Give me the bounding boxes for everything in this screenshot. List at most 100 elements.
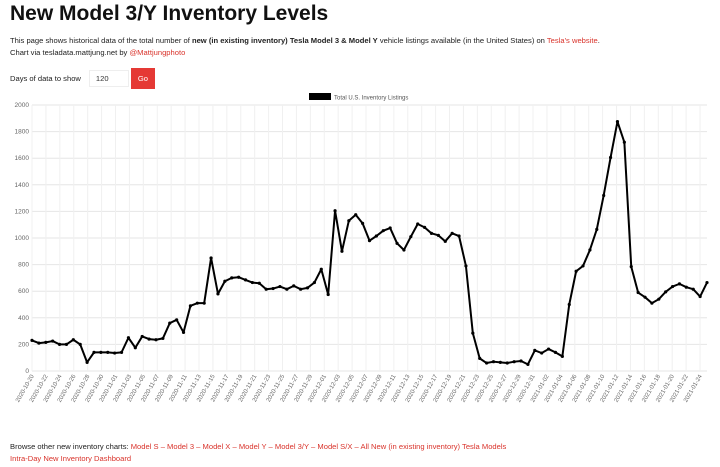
data-point — [436, 233, 440, 237]
data-point — [588, 248, 592, 252]
footer-prefix: Browse other new inventory charts: — [10, 442, 131, 451]
data-point — [271, 286, 275, 291]
page-description: This page shows historical data of the t… — [10, 35, 715, 59]
data-point — [478, 356, 482, 360]
data-point — [257, 281, 261, 285]
data-point — [202, 301, 206, 305]
data-point — [292, 284, 296, 288]
y-tick-label: 400 — [18, 315, 29, 322]
data-point — [195, 301, 199, 305]
description-text-1: This page shows historical data of the t… — [10, 36, 192, 45]
data-point — [677, 282, 682, 286]
data-point — [106, 350, 110, 354]
footer-separator: – — [352, 442, 361, 451]
data-point — [519, 359, 523, 363]
footer-link-model-3[interactable]: Model 3 — [167, 442, 195, 451]
data-point — [381, 229, 385, 233]
author-link[interactable]: @Mattjungphoto — [129, 48, 186, 57]
tesla-website-link[interactable]: Tesla's website — [546, 36, 598, 45]
footer-link-model-y[interactable]: Model Y — [238, 442, 267, 451]
data-point — [409, 235, 413, 239]
y-tick-label: 2000 — [15, 102, 30, 109]
data-point — [684, 285, 688, 289]
description-text-3: . — [597, 36, 600, 45]
data-point — [168, 321, 172, 325]
y-tick-label: 1200 — [15, 208, 30, 215]
dashboard-link[interactable]: Intra-Day New Inventory Dashboard — [10, 454, 132, 463]
data-point — [691, 287, 695, 291]
x-axis-ticks: 2020-10-202020-10-222020-10-242020-10-26… — [15, 373, 704, 403]
data-point — [602, 193, 606, 198]
data-point — [705, 280, 709, 285]
data-point — [698, 294, 702, 299]
footer-separator: – — [308, 442, 318, 451]
days-controls: Days of data to show Go — [10, 68, 155, 89]
data-point — [113, 351, 117, 355]
data-point — [540, 351, 544, 355]
footer-separator: – — [230, 442, 239, 451]
data-point — [450, 231, 454, 235]
y-axis-ticks: 0 200 400 600 800 1000 1200 1400 1600 1800 2000 — [15, 102, 30, 375]
data-point — [354, 213, 358, 217]
data-point — [374, 234, 378, 238]
go-button[interactable]: Go — [130, 68, 155, 89]
data-point — [429, 231, 434, 235]
data-point — [181, 330, 186, 335]
y-tick-label: 1000 — [15, 235, 30, 242]
data-point — [416, 222, 420, 226]
data-point — [567, 302, 571, 307]
data-point — [388, 226, 392, 230]
data-point — [250, 280, 255, 285]
data-point — [161, 336, 165, 341]
data-point — [340, 249, 344, 253]
y-tick-label: 200 — [18, 341, 29, 348]
footer-link-model-3-y[interactable]: Model 3/Y — [274, 442, 309, 451]
data-point — [299, 287, 303, 291]
data-point — [533, 348, 537, 352]
data-point — [119, 350, 124, 354]
y-tick-label: 1400 — [15, 182, 30, 189]
data-point — [670, 284, 675, 289]
data-point — [595, 227, 599, 231]
data-point — [133, 346, 137, 350]
description-text-2: vehicle listings available (in the Unite… — [377, 36, 547, 45]
data-point — [526, 362, 530, 366]
footer-separator: – — [266, 442, 275, 451]
data-point — [512, 360, 516, 364]
footer-link-model-s[interactable]: Model S — [130, 442, 159, 451]
inventory-line-chart: Total U.S. Inventory Listings 0 200 400 600… — [15, 93, 709, 404]
footer-separator: – — [158, 442, 168, 451]
data-point — [498, 360, 502, 364]
data-point — [99, 350, 103, 354]
data-point — [326, 292, 330, 297]
data-point — [643, 295, 647, 299]
description-bold: new (in existing inventory) Tesla Model … — [191, 36, 378, 45]
data-point — [650, 301, 654, 305]
footer-link-model-x[interactable]: Model X — [202, 442, 231, 451]
days-label: Days of data to show — [10, 74, 81, 83]
data-point — [92, 350, 96, 354]
data-point — [615, 120, 620, 124]
data-point — [505, 361, 509, 365]
data-point — [622, 140, 626, 144]
y-tick-label: 1600 — [15, 155, 30, 162]
chart-legend: Total U.S. Inventory Listings — [309, 93, 408, 102]
data-point — [223, 279, 227, 283]
footer: Browse other new inventory charts: Model… — [10, 441, 506, 465]
data-point — [312, 280, 316, 285]
data-point — [37, 341, 41, 345]
data-point — [71, 338, 75, 342]
footer-link-all-new-in-existing-inventory-tesla-models[interactable]: All New (in existing inventory) Tesla Mo… — [360, 442, 507, 451]
data-point — [367, 239, 372, 243]
data-point — [464, 264, 468, 268]
data-point — [188, 304, 193, 308]
footer-link-model-s-x[interactable]: Model S/X — [317, 442, 353, 451]
data-point — [57, 342, 62, 346]
data-point — [471, 331, 475, 335]
data-point — [264, 287, 268, 291]
data-point — [664, 290, 668, 294]
data-point — [553, 350, 558, 354]
data-point — [636, 290, 640, 295]
days-input[interactable] — [88, 70, 129, 87]
data-point — [546, 347, 551, 351]
